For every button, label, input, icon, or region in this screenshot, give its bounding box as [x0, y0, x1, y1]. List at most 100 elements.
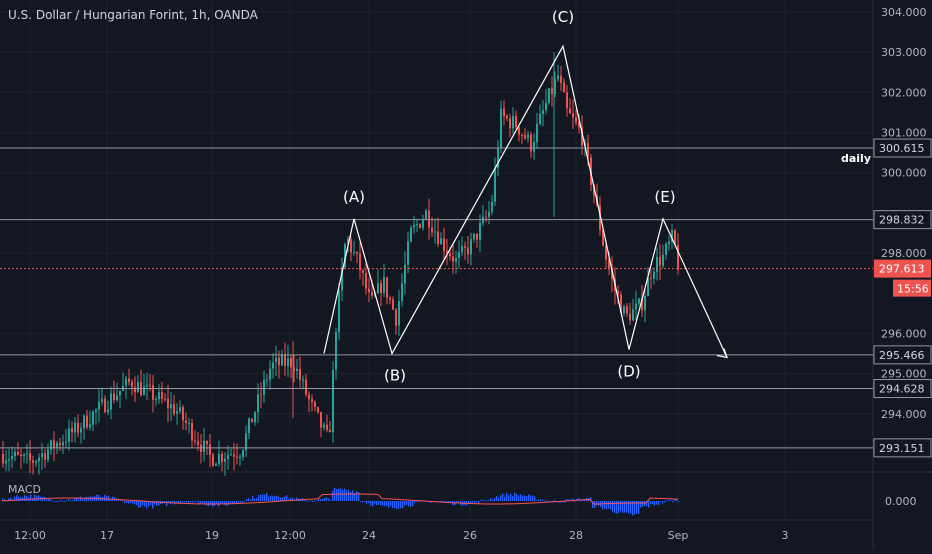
macd-bar — [490, 497, 492, 501]
macd-bar — [328, 498, 330, 501]
candle — [275, 345, 277, 377]
candle-body — [335, 332, 337, 370]
candle-body — [62, 442, 64, 446]
candle — [353, 240, 355, 256]
level-label-text: 293.151 — [879, 442, 925, 455]
macd-bar — [538, 499, 540, 501]
candle — [176, 403, 178, 425]
macd-bar — [264, 494, 266, 501]
candle — [203, 428, 205, 462]
macd-bar — [356, 491, 358, 501]
macd-bar — [206, 501, 208, 506]
candle-body — [635, 303, 637, 310]
candle — [467, 235, 469, 264]
candle-body — [311, 399, 313, 402]
macd-bar — [382, 501, 384, 507]
candle-body — [104, 398, 106, 413]
candle-body — [521, 134, 523, 136]
candle — [461, 236, 463, 257]
candle-body — [65, 441, 67, 443]
macd-bar — [520, 494, 522, 501]
macd-bar — [316, 500, 318, 502]
candle-body — [341, 267, 343, 291]
macd-bar — [82, 499, 84, 501]
candle — [473, 233, 475, 243]
candle-body — [284, 354, 286, 366]
candle — [53, 430, 55, 462]
candle-body — [77, 422, 79, 433]
macd-bar — [132, 501, 134, 504]
candle — [314, 400, 316, 412]
candle-body — [356, 251, 358, 254]
candle — [485, 210, 487, 223]
candle-body — [89, 424, 91, 428]
candle — [83, 414, 85, 440]
candle — [494, 157, 496, 206]
macd-bar — [144, 501, 146, 507]
macd-bar — [64, 501, 66, 502]
candle-body — [26, 453, 28, 455]
macd-bar — [404, 501, 406, 506]
macd-bar — [232, 501, 234, 505]
macd-bar — [70, 500, 72, 502]
candle-body — [242, 450, 244, 458]
price-tick-label: 298.000 — [881, 247, 927, 260]
macd-bar — [400, 501, 402, 509]
candle — [77, 414, 79, 438]
macd-bar — [124, 501, 126, 504]
candle — [380, 279, 382, 307]
candle-body — [269, 368, 271, 380]
macd-bar — [536, 500, 538, 501]
candle — [89, 410, 91, 431]
candle — [635, 290, 637, 321]
level-label-box — [873, 210, 932, 230]
candle-body — [350, 239, 352, 253]
macd-bar — [8, 498, 10, 501]
macd-bar — [50, 499, 52, 501]
macd-bar — [320, 499, 322, 501]
macd-bar — [522, 495, 524, 501]
macd-bar — [198, 501, 200, 505]
macd-bar — [150, 501, 152, 506]
candle — [395, 308, 397, 335]
candle-body — [158, 392, 160, 400]
macd-bar — [92, 496, 94, 501]
candle — [218, 440, 220, 467]
candle-body — [506, 116, 508, 119]
macd-bar — [240, 501, 242, 503]
macd-bar — [274, 495, 276, 501]
candle — [32, 455, 34, 475]
macd-bar — [34, 494, 36, 501]
macd-bar — [24, 495, 26, 501]
candle — [386, 276, 388, 305]
candle-body — [32, 460, 34, 463]
candle-body — [44, 453, 46, 460]
candle — [164, 392, 166, 402]
candle-body — [155, 399, 157, 401]
candle — [284, 342, 286, 376]
candle — [272, 353, 274, 379]
macd-bar — [288, 498, 290, 501]
candle — [224, 452, 226, 476]
candle-body — [35, 461, 37, 463]
macd-bar — [542, 499, 544, 501]
candle — [269, 360, 271, 390]
candle — [437, 217, 439, 248]
candle — [506, 114, 508, 122]
macd-bar — [236, 501, 238, 504]
candle — [62, 434, 64, 454]
candle-body — [23, 454, 25, 456]
macd-bar — [414, 501, 416, 503]
candle-body — [20, 454, 22, 456]
candle-body — [410, 227, 412, 242]
candle — [446, 238, 448, 266]
candle — [92, 409, 94, 432]
macd-bar — [284, 496, 286, 501]
candle — [266, 373, 268, 387]
macd-bar — [126, 501, 128, 503]
macd-bar — [128, 501, 130, 504]
level-label-box — [873, 438, 932, 458]
countdown-box — [893, 279, 931, 297]
